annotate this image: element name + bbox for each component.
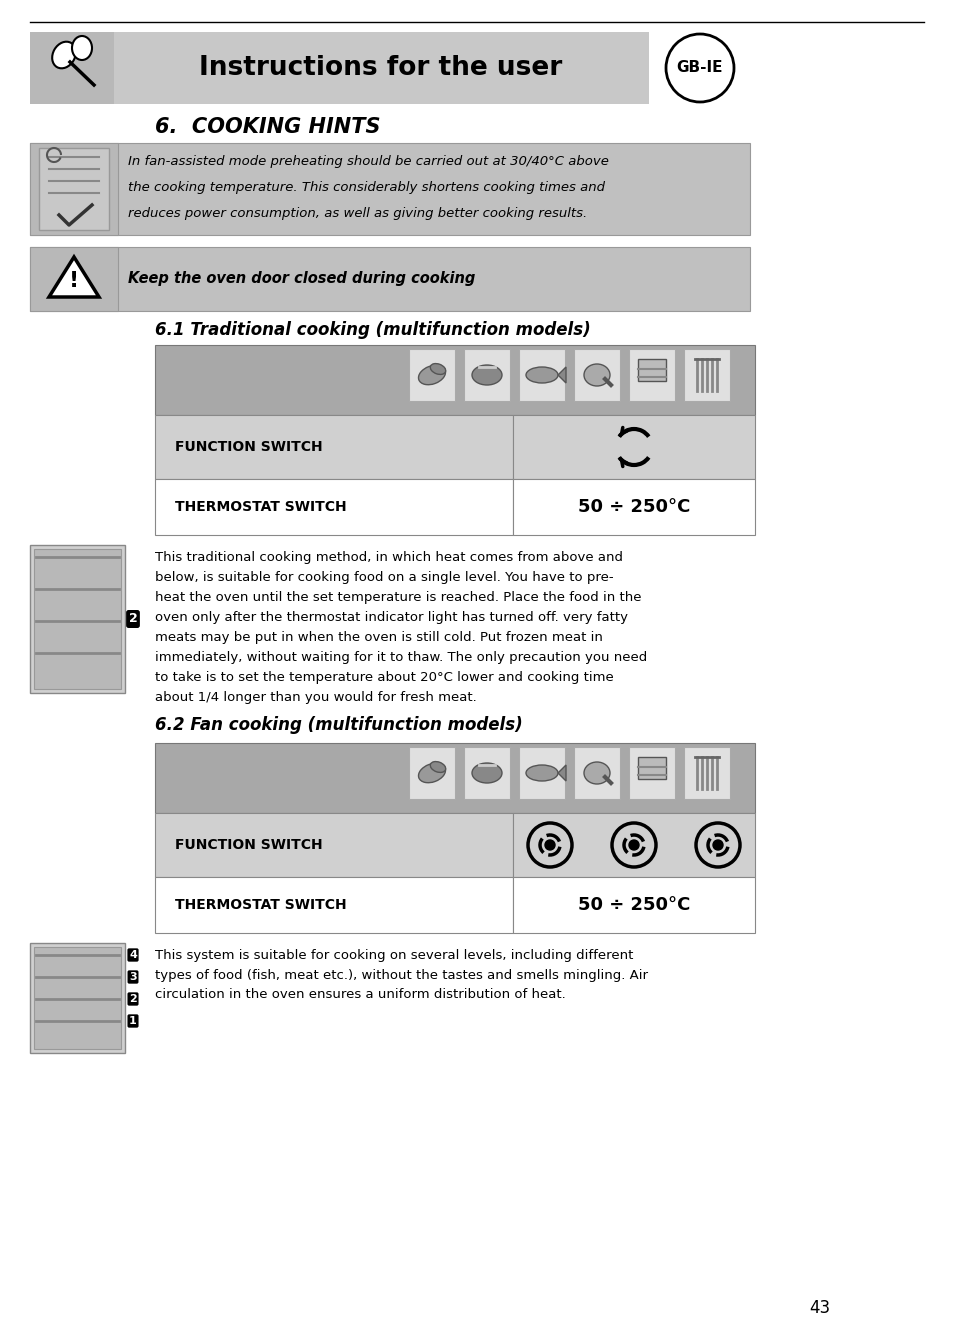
Text: !: !	[69, 271, 79, 291]
Text: In fan-assisted mode preheating should be carried out at 30/40°C above: In fan-assisted mode preheating should b…	[128, 155, 608, 167]
Text: Instructions for the user: Instructions for the user	[199, 55, 562, 81]
Ellipse shape	[583, 762, 609, 784]
Ellipse shape	[430, 762, 445, 772]
Circle shape	[712, 840, 722, 850]
Text: 6.2 Fan cooking (multifunction models): 6.2 Fan cooking (multifunction models)	[154, 716, 522, 733]
Bar	[638, 359, 665, 381]
Bar	[513, 876, 754, 933]
Bar	[683, 747, 729, 799]
Text: THERMOSTAT SWITCH: THERMOSTAT SWITCH	[174, 500, 346, 514]
Bar	[154, 743, 754, 814]
Text: 6.1 Traditional cooking (multifunction models): 6.1 Traditional cooking (multifunction m…	[154, 321, 590, 339]
Bar	[34, 549, 121, 689]
Text: 2: 2	[129, 994, 136, 1003]
Ellipse shape	[52, 41, 75, 68]
Text: circulation in the oven ensures a uniform distribution of heat.: circulation in the oven ensures a unifor…	[154, 989, 565, 1002]
Text: types of food (fish, meat etc.), without the tastes and smells mingling. Air: types of food (fish, meat etc.), without…	[154, 969, 647, 982]
Text: the cooking temperature. This considerably shortens cooking times and: the cooking temperature. This considerab…	[128, 180, 604, 194]
Ellipse shape	[71, 36, 91, 60]
Bar	[513, 415, 754, 480]
Bar	[39, 148, 109, 230]
Text: below, is suitable for cooking food on a single level. You have to pre-: below, is suitable for cooking food on a…	[154, 570, 613, 584]
Text: This traditional cooking method, in which heat comes from above and: This traditional cooking method, in whic…	[154, 550, 622, 564]
Bar	[463, 349, 510, 401]
Bar	[628, 349, 675, 401]
Bar	[30, 943, 125, 1053]
Ellipse shape	[418, 763, 445, 783]
Text: heat the oven until the set temperature is reached. Place the food in the: heat the oven until the set temperature …	[154, 591, 640, 604]
Circle shape	[665, 33, 733, 102]
Text: Keep the oven door closed during cooking: Keep the oven door closed during cooking	[128, 271, 475, 286]
Text: meats may be put in when the oven is still cold. Put frozen meat in: meats may be put in when the oven is sti…	[154, 631, 602, 644]
Bar	[154, 814, 513, 876]
Bar	[683, 349, 729, 401]
Text: to take is to set the temperature about 20°C lower and cooking time: to take is to set the temperature about …	[154, 671, 613, 684]
Bar	[574, 747, 619, 799]
Text: 3: 3	[129, 973, 136, 982]
Text: FUNCTION SWITCH: FUNCTION SWITCH	[174, 440, 322, 454]
Text: 6.  COOKING HINTS: 6. COOKING HINTS	[154, 118, 380, 138]
Bar	[518, 747, 564, 799]
Bar	[154, 876, 513, 933]
Bar	[30, 247, 749, 311]
Polygon shape	[558, 367, 565, 383]
Bar	[518, 349, 564, 401]
Text: This system is suitable for cooking on several levels, including different: This system is suitable for cooking on s…	[154, 949, 633, 962]
Ellipse shape	[430, 363, 445, 374]
Bar	[463, 747, 510, 799]
Ellipse shape	[472, 365, 501, 385]
Bar	[30, 247, 118, 311]
Text: oven only after the thermostat indicator light has turned off. very fatty: oven only after the thermostat indicator…	[154, 611, 627, 624]
Text: 50 ÷ 250°C: 50 ÷ 250°C	[578, 896, 689, 914]
Ellipse shape	[418, 365, 445, 385]
Bar	[30, 32, 113, 104]
Bar	[154, 345, 754, 415]
Text: reduces power consumption, as well as giving better cooking results.: reduces power consumption, as well as gi…	[128, 207, 587, 219]
Text: 4: 4	[129, 950, 137, 961]
Text: immediately, without waiting for it to thaw. The only precaution you need: immediately, without waiting for it to t…	[154, 651, 646, 664]
Bar	[628, 747, 675, 799]
Bar	[30, 143, 749, 235]
Text: GB-IE: GB-IE	[676, 60, 722, 76]
Bar	[113, 32, 648, 104]
Text: 2: 2	[129, 612, 137, 625]
Ellipse shape	[525, 367, 558, 383]
Bar	[409, 349, 455, 401]
Text: 1: 1	[129, 1015, 136, 1026]
Circle shape	[628, 840, 639, 850]
Text: about 1/4 longer than you would for fresh meat.: about 1/4 longer than you would for fres…	[154, 691, 476, 704]
Bar	[409, 747, 455, 799]
Ellipse shape	[525, 766, 558, 782]
Bar	[574, 349, 619, 401]
Text: FUNCTION SWITCH: FUNCTION SWITCH	[174, 838, 322, 852]
Bar	[154, 415, 513, 480]
Polygon shape	[558, 766, 565, 782]
Bar	[30, 545, 125, 693]
Bar	[34, 947, 121, 1049]
Text: THERMOSTAT SWITCH: THERMOSTAT SWITCH	[174, 898, 346, 912]
Text: 50 ÷ 250°C: 50 ÷ 250°C	[578, 498, 689, 516]
Bar	[513, 480, 754, 534]
Bar	[513, 814, 754, 876]
Ellipse shape	[583, 363, 609, 386]
Bar	[30, 143, 118, 235]
Circle shape	[544, 840, 555, 850]
Bar	[638, 758, 665, 779]
Bar	[154, 480, 513, 534]
Ellipse shape	[472, 763, 501, 783]
Polygon shape	[49, 257, 99, 297]
Text: 43: 43	[808, 1299, 830, 1317]
